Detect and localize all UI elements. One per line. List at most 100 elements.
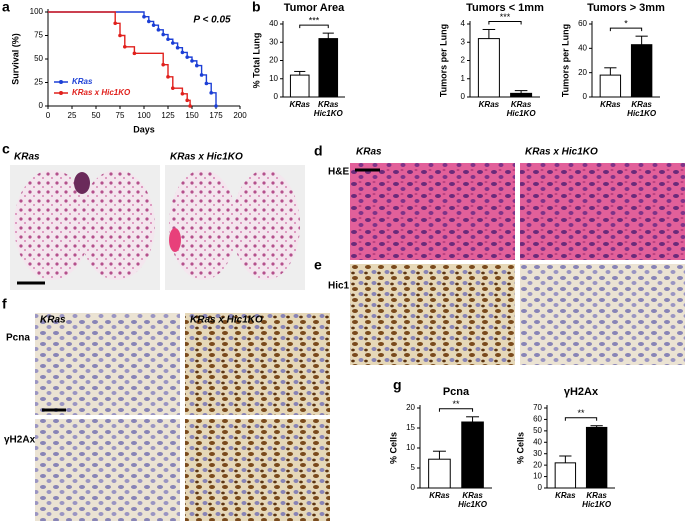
x-tick-label: KRas: [289, 100, 310, 109]
ihc-image: [35, 313, 180, 415]
bar: [554, 462, 577, 489]
significance-bracket: [299, 24, 329, 29]
significance-label: *: [624, 19, 628, 29]
x-tick-label: KRas Hic1KO: [582, 491, 612, 509]
y-axis-label: % Total Lung: [251, 33, 261, 89]
x-tick-label: KRas: [478, 100, 500, 109]
x-tick-label: 0: [46, 111, 51, 120]
y-tick-label: 4: [461, 19, 466, 28]
ihc-image: [185, 419, 330, 521]
y-tick-label: 75: [34, 31, 43, 40]
legend-label: KRas x Hic1KO: [72, 88, 131, 97]
survival-step: [187, 99, 191, 106]
y-tick-label: 40: [533, 437, 542, 446]
x-tick-label-box: KRas Hic1KO: [458, 491, 487, 509]
survival-step: [182, 93, 188, 101]
survival-step: [115, 22, 121, 36]
survival-step: [206, 82, 212, 93]
significance-label: **: [577, 408, 585, 418]
bar: [461, 421, 484, 489]
bar: [318, 38, 339, 98]
y-tick-label: 3: [461, 37, 466, 46]
significance-label: ***: [500, 12, 511, 22]
x-tick-label-box: KRas: [555, 491, 576, 500]
y-tick-label: 50: [533, 426, 542, 435]
x-tick-label-box: KRas Hic1KO: [506, 100, 536, 118]
significance-bracket: [609, 27, 643, 32]
image-label: KRas: [14, 152, 40, 163]
y-axis-label: % Cells: [515, 432, 525, 464]
row-label: H&E: [328, 167, 349, 178]
chart-title: Tumors > 3mm: [587, 2, 665, 14]
y-tick-label: 0: [274, 92, 279, 101]
lung-section: [232, 170, 300, 280]
survival-step: [48, 11, 145, 17]
y-tick-label: 25: [34, 78, 43, 87]
y-tick-label: 2: [461, 56, 466, 65]
panel-letter: g: [393, 377, 402, 393]
y-tick-label: 0: [583, 92, 588, 101]
he-image: [520, 163, 685, 260]
image-label: KRas x Hic1KO: [190, 315, 263, 326]
legend-label: KRas: [72, 77, 93, 86]
survival-step: [134, 52, 164, 65]
chart-title: Pcna: [443, 386, 470, 398]
y-tick-label: 0: [538, 483, 543, 492]
bar: [510, 92, 533, 98]
y-tick-label: 0: [411, 483, 416, 492]
y-tick-label: 20: [269, 56, 278, 65]
x-tick-label-box: KRas: [478, 100, 500, 109]
y-tick-label: 40: [269, 19, 278, 28]
panel-letter: c: [2, 141, 10, 157]
lung-section: [74, 172, 90, 194]
significance-bracket: [438, 408, 474, 412]
y-tick-label: 0: [461, 92, 466, 101]
survival-step: [172, 87, 184, 94]
bar: [630, 44, 653, 98]
x-tick-label-box: KRas Hic1KO: [582, 491, 612, 509]
x-tick-label: KRas Hic1KO: [313, 100, 343, 118]
x-tick-label: KRas Hic1KO: [506, 100, 536, 118]
y-tick-label: 10: [269, 74, 278, 83]
bar: [289, 74, 310, 98]
x-tick-label-box: KRas: [600, 100, 620, 109]
bar: [477, 38, 500, 98]
y-tick-label: 40: [578, 43, 587, 52]
x-tick-label: KRas Hic1KO: [627, 100, 657, 118]
x-tick-label-box: KRas: [289, 100, 310, 109]
x-tick-label: KRas Hic1KO: [458, 491, 487, 509]
y-tick-label: 20: [533, 460, 542, 469]
lung-section: [169, 228, 181, 252]
survival-step: [168, 76, 174, 89]
survival-step: [48, 11, 116, 24]
survival-step: [124, 46, 136, 54]
y-tick-label: 1: [461, 74, 466, 83]
chart-title: γH2Ax: [564, 386, 599, 398]
y-tick-label: 100: [30, 7, 44, 16]
annotation: P < 0.05: [193, 15, 231, 26]
y-tick-label: 20: [406, 403, 415, 412]
survival-step: [196, 64, 203, 75]
survival-step: [201, 74, 208, 84]
y-tick-label: 30: [269, 37, 278, 46]
row-label: Pcna: [6, 333, 30, 344]
y-tick-label: 70: [533, 403, 542, 412]
point: [214, 104, 218, 108]
x-tick-label-box: KRas Hic1KO: [313, 100, 343, 118]
significance-bracket: [564, 417, 598, 421]
x-tick-label: 175: [209, 111, 223, 120]
lung-section: [169, 170, 237, 280]
x-tick-label: KRas: [555, 491, 576, 500]
panel-letter: d: [314, 143, 323, 159]
x-axis-label: Days: [133, 124, 155, 134]
panel-letter: a: [2, 0, 10, 15]
x-tick-label: 50: [92, 111, 101, 120]
legend-swatch: [59, 80, 63, 84]
y-tick-label: 20: [578, 68, 587, 77]
ihc-image: [350, 264, 515, 365]
bar: [599, 74, 622, 98]
bar: [428, 458, 451, 489]
significance-label: **: [452, 399, 460, 409]
x-tick-label-box: KRas: [429, 491, 449, 500]
ihc-image: [185, 313, 330, 415]
